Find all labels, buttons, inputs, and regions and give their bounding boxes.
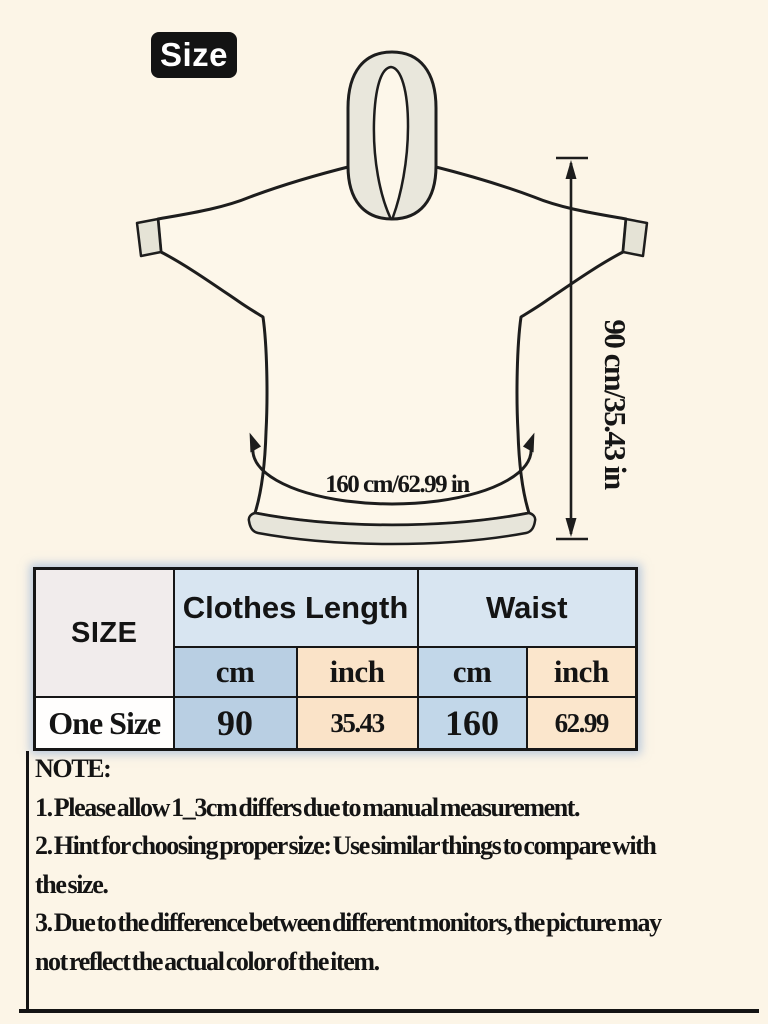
note-line: not reflect the actual color of the item… bbox=[35, 946, 380, 976]
column-header-size: SIZE bbox=[33, 567, 175, 698]
waist-inch-value: 62.99 bbox=[525, 696, 638, 751]
right-cuff bbox=[621, 217, 649, 258]
waist-arrowhead-left bbox=[249, 432, 262, 453]
length-arrowhead-bottom bbox=[565, 518, 577, 537]
unit-header-length-inch: inch bbox=[295, 646, 419, 698]
hood-opening bbox=[372, 65, 410, 221]
length-inch-value: 35.43 bbox=[295, 696, 419, 751]
note-line: 1. Please allow 1_3cm differs due to man… bbox=[35, 792, 581, 822]
length-arrowhead-top bbox=[565, 160, 577, 179]
waist-measure-arc bbox=[251, 445, 533, 506]
length-measurement-label: 90 cm/35.43 in bbox=[598, 319, 633, 490]
table-row: One Size 90 35.43 160 62.99 bbox=[33, 696, 638, 751]
unit-header-length-cm: cm bbox=[172, 646, 298, 698]
table-header-row: SIZE Clothes Length Waist bbox=[33, 567, 638, 698]
size-badge-label: Size bbox=[159, 36, 229, 73]
note-line: 2. Hint for choosing proper size: Use si… bbox=[35, 831, 657, 861]
size-value: One Size bbox=[33, 696, 175, 751]
hoodie-measurement-diagram: 160 cm/62.99 in 90 cm/35.43 in bbox=[135, 50, 649, 546]
hem-band bbox=[247, 511, 537, 546]
note-line: 3. Due to the difference between differe… bbox=[35, 908, 662, 938]
unit-header-waist-cm: cm bbox=[416, 646, 528, 698]
notes-left-border bbox=[26, 751, 29, 1013]
waist-arrowhead-right bbox=[522, 432, 535, 453]
length-measure-line bbox=[556, 156, 588, 541]
notes-title: NOTE: bbox=[35, 754, 112, 783]
length-cm-value: 90 bbox=[172, 696, 298, 751]
waist-cm-value: 160 bbox=[416, 696, 528, 751]
column-header-waist: Waist bbox=[416, 567, 638, 648]
note-line: the size. bbox=[35, 869, 109, 899]
column-header-clothes-length: Clothes Length bbox=[172, 567, 419, 648]
waist-measurement-label: 160 cm/62.99 in bbox=[325, 471, 470, 498]
notes-section: NOTE: 1. Please allow 1_3cm differs due … bbox=[35, 750, 765, 982]
left-cuff bbox=[135, 217, 163, 258]
notes-bottom-border bbox=[19, 1009, 759, 1013]
table-units-row: cm inch cm inch bbox=[35, 646, 638, 698]
size-badge: Size bbox=[151, 32, 237, 78]
size-table: SIZE Clothes Length Waist cm inch cm inc… bbox=[33, 567, 639, 751]
unit-header-waist-inch: inch bbox=[525, 646, 638, 698]
